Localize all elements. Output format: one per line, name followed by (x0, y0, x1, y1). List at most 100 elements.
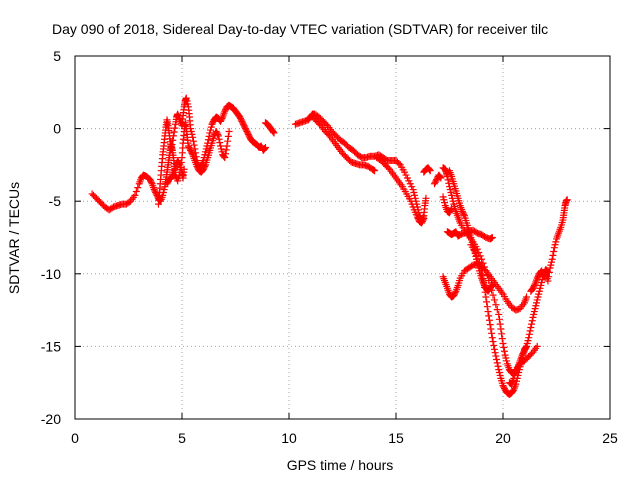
grid-lines (75, 56, 610, 419)
data-point-marker (169, 132, 177, 140)
data-point-marker (395, 159, 403, 167)
data-point-marker (528, 320, 536, 328)
data-point-marker (523, 342, 531, 350)
data-point-marker (525, 334, 533, 342)
data-point-marker (224, 132, 232, 140)
data-point-marker (270, 129, 278, 137)
data-point-marker (526, 327, 534, 335)
plot-frame (74, 55, 611, 420)
data-point-marker (216, 139, 224, 147)
data-point-marker (480, 283, 488, 291)
y-axis-title: SDTVAR / TECUs (6, 182, 22, 294)
data-point-marker (528, 317, 536, 325)
data-point-marker (218, 114, 226, 122)
data-point-marker (498, 335, 506, 343)
data-point-marker (261, 143, 269, 151)
y-tick-label: 0 (53, 121, 61, 137)
data-point-marker (167, 145, 175, 153)
data-point-marker (479, 275, 487, 283)
data-point-marker (490, 296, 498, 304)
chart-title: Day 090 of 2018, Sidereal Day-to-day VTE… (52, 21, 548, 37)
data-point-marker (486, 321, 494, 329)
data-point-marker (489, 291, 497, 299)
data-point-marker (436, 173, 444, 181)
data-point-marker (180, 165, 188, 173)
data-point-marker (490, 341, 498, 349)
data-point-marker (214, 132, 222, 140)
data-point-marker (533, 342, 541, 350)
data-point-marker (489, 338, 497, 346)
data-point-marker (132, 188, 140, 196)
data-point-marker (192, 153, 200, 161)
data-point-marker (474, 255, 482, 263)
data-point-marker (495, 315, 503, 323)
data-point-marker (192, 149, 200, 157)
x-tick-label: 15 (388, 430, 404, 446)
axis-ticks (74, 55, 611, 420)
x-tick-label: 20 (495, 430, 511, 446)
data-point-marker (371, 167, 379, 175)
data-point-marker (437, 174, 445, 182)
data-point-marker (497, 325, 505, 333)
data-point-marker (490, 345, 498, 353)
data-point-marker (205, 132, 213, 140)
data-point-marker (541, 271, 549, 279)
data-point-marker (492, 352, 500, 360)
data-point-marker (189, 133, 197, 141)
data-point-marker (204, 136, 212, 144)
data-point-marker (190, 141, 198, 149)
data-point-marker (548, 255, 556, 263)
data-point-marker (175, 159, 183, 167)
data-point-marker (447, 206, 455, 214)
data-point-marker (496, 320, 504, 328)
data-point-marker (493, 306, 501, 314)
data-point-marker (134, 184, 142, 192)
data-point-marker (422, 194, 430, 202)
data-point-marker (545, 273, 553, 281)
x-tick-label: 10 (281, 430, 297, 446)
data-point-marker (261, 144, 269, 152)
data-point-marker (460, 210, 468, 218)
data-point-marker (550, 248, 558, 256)
x-tick-label: 25 (602, 430, 618, 446)
y-tick-label: -10 (41, 266, 61, 282)
data-point-marker (485, 316, 493, 324)
data-point-marker (484, 308, 492, 316)
y-tick-label: -5 (49, 193, 62, 209)
data-point-marker (525, 330, 533, 338)
data-point-marker (168, 141, 176, 149)
data-point-marker (204, 139, 212, 147)
data-point-marker (545, 268, 553, 276)
data-point-marker (222, 150, 230, 158)
data-point-marker (225, 128, 233, 136)
data-point-marker (478, 267, 486, 275)
data-point-marker (426, 166, 434, 174)
data-point-marker (473, 251, 481, 259)
y-tick-label: -20 (41, 411, 61, 427)
data-point-marker (189, 137, 197, 145)
data-point-marker (530, 281, 538, 289)
data-point-marker (482, 293, 490, 301)
data-point-marker (171, 124, 179, 132)
data-point-marker (451, 289, 459, 297)
data-point-marker (222, 146, 230, 154)
data-point-marker (500, 347, 508, 355)
data-point-marker (499, 339, 507, 347)
data-point-marker (488, 334, 496, 342)
y-tick-label: 5 (53, 48, 61, 64)
data-point-marker (488, 329, 496, 337)
data-point-marker (221, 154, 229, 162)
data-point-marker (522, 343, 530, 351)
data-point-marker (223, 142, 231, 150)
data-point-marker (544, 277, 552, 285)
data-point-marker (215, 135, 223, 143)
data-point-marker (426, 167, 434, 175)
data-point-marker (478, 271, 486, 279)
data-point-marker (131, 191, 139, 199)
data-point-marker (527, 324, 535, 332)
data-points (88, 94, 571, 398)
data-point-marker (549, 251, 557, 259)
data-point-marker (493, 355, 501, 363)
x-tick-labels: 0 5 10 15 20 25 (71, 430, 618, 446)
data-point-marker (444, 176, 452, 184)
